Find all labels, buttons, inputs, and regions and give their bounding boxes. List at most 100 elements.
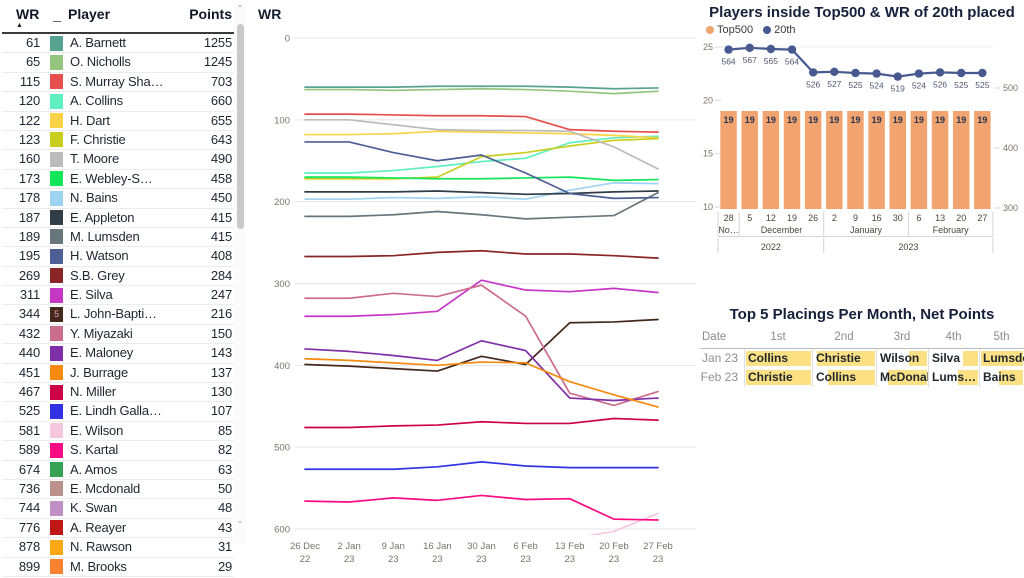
- table-row[interactable]: 178 N. Bains 450: [2, 189, 234, 209]
- wr-line-t-moore[interactable]: [304, 118, 659, 170]
- wr-line-j-burrage[interactable]: [304, 357, 659, 408]
- table-row[interactable]: 467 N. Miller 130: [2, 383, 234, 403]
- line-point-20th[interactable]: [872, 69, 881, 78]
- placings-cell[interactable]: Collins: [812, 368, 876, 387]
- bar-top500[interactable]: [826, 111, 843, 209]
- line-point-20th[interactable]: [978, 68, 987, 78]
- line-point-20th[interactable]: [724, 45, 733, 54]
- placings-cell[interactable]: McDonald: [876, 368, 928, 387]
- table-row[interactable]: 115 S. Murray Sha… 703: [2, 73, 234, 93]
- bar-top500[interactable]: [974, 111, 991, 209]
- placings-header-date[interactable]: Date: [700, 331, 744, 349]
- table-row[interactable]: 440 E. Maloney 143: [2, 344, 234, 364]
- line-point-20th[interactable]: [851, 68, 860, 78]
- table-row[interactable]: 173 E. Webley-S… 458: [2, 170, 234, 190]
- column-header-player[interactable]: Player: [68, 6, 111, 22]
- scrollbar-thumb[interactable]: [236, 24, 244, 229]
- placings-header-4th[interactable]: 4th: [928, 331, 979, 349]
- table-row[interactable]: 122 H. Dart 655: [2, 112, 234, 131]
- wr-line-y-miyazaki[interactable]: [304, 284, 659, 407]
- bar-top500[interactable]: [868, 111, 885, 209]
- legend-item-20th[interactable]: 20th: [763, 24, 796, 36]
- table-row[interactable]: 269 S.B. Grey 284: [2, 267, 234, 287]
- bar-top500[interactable]: [762, 111, 780, 209]
- table-row[interactable]: 899 M. Brooks 29: [2, 558, 234, 577]
- table-row[interactable]: 525 E. Lindh Galla… 107: [2, 402, 234, 422]
- column-header-swatch[interactable]: _: [53, 6, 61, 22]
- wr-line-h-dart[interactable]: [304, 130, 659, 139]
- line-point-20th[interactable]: [830, 67, 839, 77]
- bar-top500[interactable]: [931, 111, 949, 209]
- table-row[interactable]: 589 S. Kartal 82: [2, 441, 234, 461]
- placings-cell[interactable]: Lumsden: [979, 349, 1024, 368]
- table-row[interactable]: 160 T. Moore 490: [2, 150, 234, 170]
- placings-cell[interactable]: Bains: [979, 368, 1024, 387]
- placings-cell[interactable]: Silva: [928, 349, 979, 368]
- placings-header-1st[interactable]: 1st: [744, 331, 812, 349]
- wr-line-l-john-bapti-[interactable]: [304, 318, 659, 372]
- wr-line-m-lumsden[interactable]: [304, 191, 659, 220]
- table-row[interactable]: 581 E. Wilson 85: [2, 422, 234, 442]
- scroll-down-icon[interactable]: ⌄: [236, 516, 244, 525]
- wr-line-o-nicholls[interactable]: [304, 87, 659, 95]
- wr-line-e-maloney[interactable]: [304, 339, 659, 402]
- table-row[interactable]: 189 M. Lumsden 415: [2, 228, 234, 248]
- line-point-20th[interactable]: [893, 72, 902, 81]
- line-point-20th[interactable]: [766, 44, 776, 54]
- line-point-20th[interactable]: [808, 68, 818, 77]
- bar-top500[interactable]: [847, 111, 864, 209]
- wr-line-n-miller[interactable]: [304, 417, 659, 429]
- table-row[interactable]: 123 F. Christie 643: [2, 131, 234, 151]
- table-row[interactable]: 878 N. Rawson 31: [2, 538, 234, 558]
- wr-line-e-wilson[interactable]: [305, 512, 659, 547]
- table-row[interactable]: 736 E. Mcdonald 50: [2, 480, 234, 500]
- wr-line-n-bains[interactable]: [304, 181, 659, 201]
- bar-top500[interactable]: [741, 111, 758, 209]
- bar-top500[interactable]: [952, 111, 970, 209]
- placings-cell[interactable]: Wilson: [876, 349, 928, 368]
- table-row[interactable]: 120 A. Collins 660: [2, 92, 234, 112]
- table-row[interactable]: 344 5 L. John-Bapti… 216: [2, 305, 234, 325]
- placings-header-2nd[interactable]: 2nd: [812, 331, 876, 349]
- placings-cell[interactable]: Christie: [744, 368, 812, 387]
- line-point-20th[interactable]: [745, 43, 754, 52]
- wr-line-h-watson[interactable]: [304, 141, 659, 200]
- wr-line-s-kartal[interactable]: [304, 494, 659, 521]
- table-row[interactable]: 451 J. Burrage 137: [2, 364, 234, 384]
- column-header-wr[interactable]: WR ▲: [2, 2, 48, 29]
- wr-line-a-barnett[interactable]: [304, 85, 659, 90]
- table-row[interactable]: 195 H. Watson 408: [2, 247, 234, 267]
- table-row[interactable]: 776 A. Reayer 43: [2, 519, 234, 539]
- bar-top500[interactable]: [910, 111, 928, 209]
- placings-cell[interactable]: Lums…: [928, 368, 979, 387]
- line-point-20th[interactable]: [957, 68, 966, 78]
- line-point-20th[interactable]: [914, 69, 924, 78]
- wr-line-e-webley-s-[interactable]: [304, 176, 659, 182]
- placings-cell[interactable]: Collins: [744, 349, 812, 368]
- bar-top500[interactable]: [783, 111, 801, 209]
- line-point-20th[interactable]: [787, 45, 797, 54]
- column-header-points[interactable]: Points: [189, 6, 232, 22]
- wr-line-e-appleton[interactable]: [304, 190, 659, 196]
- table-row[interactable]: 61 A. Barnett 1255: [2, 34, 234, 54]
- wr-line-s-murray-sha-[interactable]: [304, 113, 659, 133]
- wr-line-a-collins[interactable]: [304, 135, 659, 174]
- table-row[interactable]: 744 K. Swan 48: [2, 499, 234, 519]
- wr-line-e-silva[interactable]: [304, 279, 659, 318]
- scroll-up-icon[interactable]: ⌃: [236, 4, 244, 13]
- bar-top500[interactable]: [720, 111, 737, 209]
- table-row[interactable]: 674 A. Amos 63: [2, 461, 234, 480]
- legend-item-top500[interactable]: Top500: [706, 24, 753, 36]
- table-row[interactable]: 187 E. Appleton 415: [2, 209, 234, 228]
- placings-cell[interactable]: Christie: [812, 349, 876, 368]
- bar-top500[interactable]: [889, 111, 907, 209]
- bar-top500[interactable]: [804, 111, 822, 209]
- table-scrollbar[interactable]: ⌃ ⌄: [234, 4, 246, 544]
- placings-header-3rd[interactable]: 3rd: [876, 331, 928, 349]
- table-row[interactable]: 311 E. Silva 247: [2, 286, 234, 306]
- wr-line-e-lindh-galla-[interactable]: [304, 461, 659, 471]
- line-point-20th[interactable]: [935, 68, 945, 77]
- table-row[interactable]: 432 Y. Miyazaki 150: [2, 325, 234, 345]
